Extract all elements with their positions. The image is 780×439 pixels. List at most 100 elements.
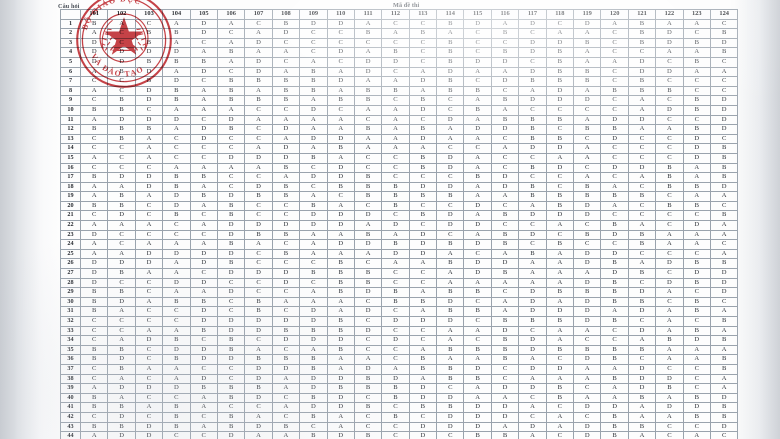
question-number-cell: 37: [60, 363, 81, 375]
answer-cell: A: [463, 383, 492, 394]
answer-cell: D: [79, 47, 109, 58]
answer-cell: D: [573, 421, 602, 433]
answer-cell: A: [408, 143, 438, 154]
question-number-cell: 5: [60, 56, 81, 68]
answer-cell: A: [655, 229, 684, 241]
answer-cell: C: [326, 191, 355, 202]
answer-cell: C: [655, 152, 684, 164]
answer-cell: B: [216, 411, 246, 423]
answer-cell: D: [107, 296, 136, 308]
answer-cell: D: [709, 37, 739, 49]
answer-cell: D: [600, 162, 629, 174]
answer-cell: B: [244, 296, 273, 308]
answer-cell: B: [600, 277, 629, 289]
answer-cell: A: [162, 239, 191, 250]
answer-cell: D: [627, 66, 657, 78]
answer-cell: D: [79, 56, 109, 68]
answer-cell: B: [545, 392, 575, 404]
answer-cell: B: [134, 56, 164, 68]
answer-cell: B: [682, 277, 711, 289]
answer-cell: C: [216, 296, 246, 308]
answer-cell: B: [545, 200, 575, 212]
answer-cell: A: [463, 392, 492, 404]
answer-cell: B: [573, 66, 602, 78]
answer-cell: C: [627, 277, 657, 289]
answer-cell: D: [627, 306, 657, 317]
answer-cell: C: [490, 37, 520, 49]
answer-cell: D: [655, 37, 684, 49]
answer-cell: A: [353, 76, 383, 87]
answer-cell: C: [107, 239, 136, 250]
answer-cell: B: [490, 28, 520, 39]
answer-cell: A: [408, 344, 438, 356]
answer-cell: B: [107, 402, 136, 413]
answer-cell: A: [326, 114, 355, 126]
answer-cell: B: [189, 191, 218, 202]
answer-cell: A: [216, 56, 246, 68]
answer-cell: A: [545, 258, 575, 270]
answer-cell: C: [627, 143, 657, 154]
answer-cell: C: [627, 152, 657, 164]
answer-cell: B: [353, 431, 383, 439]
answer-cell: B: [353, 191, 383, 202]
answer-cell: B: [299, 392, 328, 404]
answer-cell: C: [381, 402, 410, 413]
answer-cell: C: [600, 104, 629, 116]
answer-cell: C: [134, 354, 164, 365]
answer-cell: A: [573, 363, 602, 375]
answer-cell: A: [244, 114, 273, 126]
table-row: 34 C A D B C B C D D D C D C A C B D A C C A B D B: [60, 335, 739, 346]
answer-cell: D: [709, 287, 739, 298]
answer-cell: B: [600, 191, 629, 202]
answer-cell: B: [107, 363, 136, 375]
answer-cell: D: [299, 220, 328, 231]
answer-cell: B: [107, 66, 136, 78]
answer-cell: A: [189, 200, 218, 212]
answer-cell: A: [655, 47, 684, 58]
answer-cell: A: [216, 37, 246, 49]
answer-cell: D: [134, 181, 164, 193]
answer-cell: C: [353, 344, 383, 356]
answer-cell: C: [655, 248, 684, 260]
answer-cell: B: [545, 56, 575, 68]
answer-cell: B: [216, 76, 246, 87]
answer-cell: B: [545, 316, 575, 327]
answer-cell: A: [463, 152, 492, 164]
answer-cell: A: [271, 47, 301, 58]
answer-cell: B: [353, 181, 383, 193]
answer-cell: D: [463, 258, 492, 270]
answer-cell: B: [709, 402, 739, 413]
answer-cell: B: [244, 306, 273, 317]
answer-cell: D: [162, 383, 191, 394]
answer-cell: D: [353, 306, 383, 317]
answer-cell: A: [244, 143, 273, 154]
answer-cell: B: [162, 56, 191, 68]
answer-cell: A: [518, 373, 547, 385]
answer-cell: C: [381, 210, 410, 222]
question-number-cell: 38: [60, 373, 81, 385]
answer-cell: A: [189, 162, 218, 174]
answer-cell: C: [244, 277, 273, 289]
table-row: 16 C C C A A A A B C D C C B D A C B D C D D B A B: [60, 162, 739, 174]
answer-cell: D: [134, 383, 164, 394]
answer-cell: A: [244, 47, 273, 58]
answer-cell: B: [299, 325, 328, 337]
answer-cell: C: [408, 56, 438, 68]
answer-cell: D: [189, 354, 218, 365]
answer-key-table: 101 102 103 104 105 106 107 108 109 110 111 112 113 1…: [60, 9, 739, 439]
answer-cell: A: [134, 133, 164, 145]
answer-cell: A: [408, 287, 438, 298]
answer-cell: A: [189, 95, 218, 106]
answer-cell: A: [682, 239, 711, 250]
answer-cell: A: [79, 220, 109, 231]
question-number-cell: 3: [60, 37, 81, 49]
table-row: 43 B B D B A B D B C A C C D D D A D A D B B C C D: [60, 421, 739, 433]
answer-cell: C: [381, 431, 410, 439]
answer-cell: B: [463, 104, 492, 116]
answer-cell: A: [162, 104, 191, 116]
answer-cell: C: [271, 104, 301, 116]
answer-cell: A: [244, 162, 273, 174]
answer-cell: D: [216, 114, 246, 126]
answer-cell: C: [655, 431, 684, 439]
